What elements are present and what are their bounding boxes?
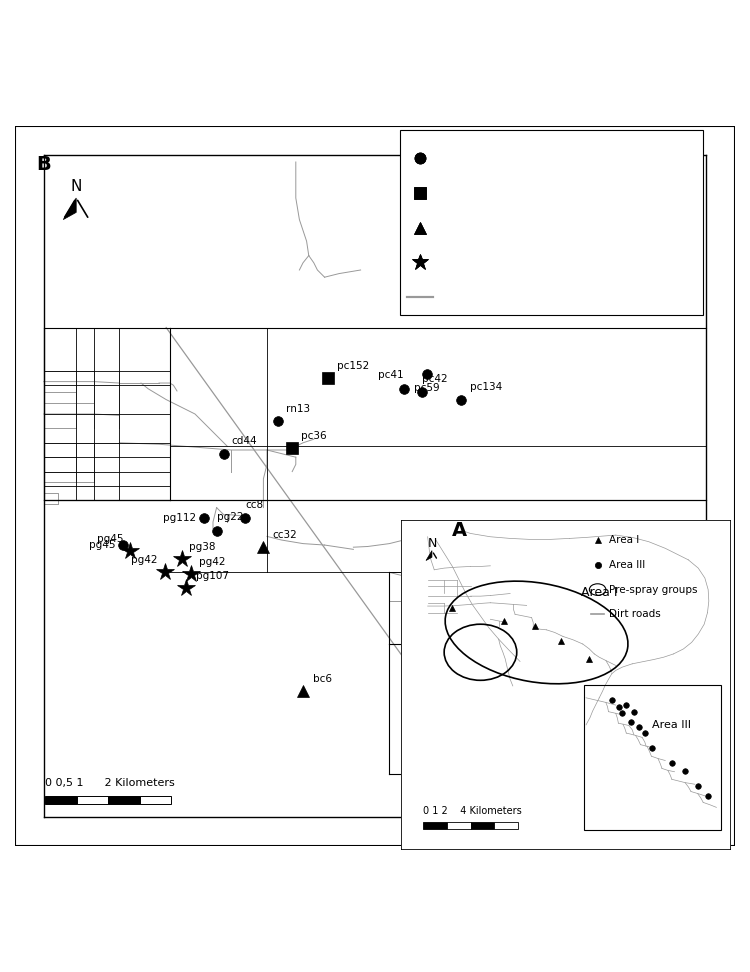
Bar xyxy=(447,821,470,829)
Text: pg107: pg107 xyxy=(196,571,230,581)
Text: A: A xyxy=(452,521,466,540)
Text: pg42: pg42 xyxy=(131,555,158,565)
Text: Baseline (2008): Baseline (2008) xyxy=(443,152,542,165)
Bar xyxy=(76,796,108,804)
Text: pc41: pc41 xyxy=(378,370,404,380)
Text: bc6: bc6 xyxy=(313,674,332,684)
Text: Dirt roads: Dirt roads xyxy=(609,609,661,619)
Bar xyxy=(45,796,76,804)
Text: pg42: pg42 xyxy=(199,557,225,567)
Text: rn13: rn13 xyxy=(286,404,310,414)
Text: 10 MPS (2009): 10 MPS (2009) xyxy=(443,187,535,199)
Text: cc8: cc8 xyxy=(245,500,263,509)
Text: Dirt roads: Dirt roads xyxy=(443,290,506,303)
Polygon shape xyxy=(63,198,76,220)
Bar xyxy=(108,796,140,804)
Text: cd44: cd44 xyxy=(231,436,256,446)
Text: N: N xyxy=(427,537,436,550)
Text: 49 MPS (2012): 49 MPS (2012) xyxy=(443,256,535,268)
Polygon shape xyxy=(426,550,432,561)
Text: 0 0,5 1      2 Kilometers: 0 0,5 1 2 Kilometers xyxy=(45,779,175,788)
Text: pc59: pc59 xyxy=(414,383,440,393)
Text: pg22: pg22 xyxy=(217,512,243,522)
Text: 18 MPS (2010): 18 MPS (2010) xyxy=(443,221,535,234)
Text: pg112: pg112 xyxy=(164,513,196,523)
Bar xyxy=(470,821,494,829)
Bar xyxy=(494,821,518,829)
Text: pc152: pc152 xyxy=(337,361,369,370)
Text: B: B xyxy=(37,155,51,174)
Text: Area I: Area I xyxy=(609,535,640,545)
Text: Pre-spray groups: Pre-spray groups xyxy=(609,584,698,595)
Text: cc32: cc32 xyxy=(272,530,297,540)
Bar xyxy=(400,129,703,315)
Text: pc36: pc36 xyxy=(301,431,326,440)
Text: 18 MPS (2010): 18 MPS (2010) xyxy=(443,221,535,234)
Bar xyxy=(423,821,447,829)
Text: pg45: pg45 xyxy=(97,534,123,543)
Text: pc42: pc42 xyxy=(422,374,448,384)
Text: 10 MPS (2009): 10 MPS (2009) xyxy=(443,187,535,199)
Text: Baseline (2008): Baseline (2008) xyxy=(443,152,542,165)
Bar xyxy=(584,685,722,830)
Text: Area III: Area III xyxy=(609,560,646,570)
Text: pg45: pg45 xyxy=(89,540,116,550)
Text: Area III: Area III xyxy=(652,720,692,730)
Text: 49 MPS (2012): 49 MPS (2012) xyxy=(443,256,535,268)
Text: Area I: Area I xyxy=(581,586,617,600)
Text: Dirt roads: Dirt roads xyxy=(443,290,506,303)
Bar xyxy=(140,796,171,804)
Text: 0 1 2    4 Kilometers: 0 1 2 4 Kilometers xyxy=(423,806,521,816)
Text: pg38: pg38 xyxy=(189,542,216,552)
Text: pc134: pc134 xyxy=(470,382,502,393)
Text: N: N xyxy=(70,180,82,194)
